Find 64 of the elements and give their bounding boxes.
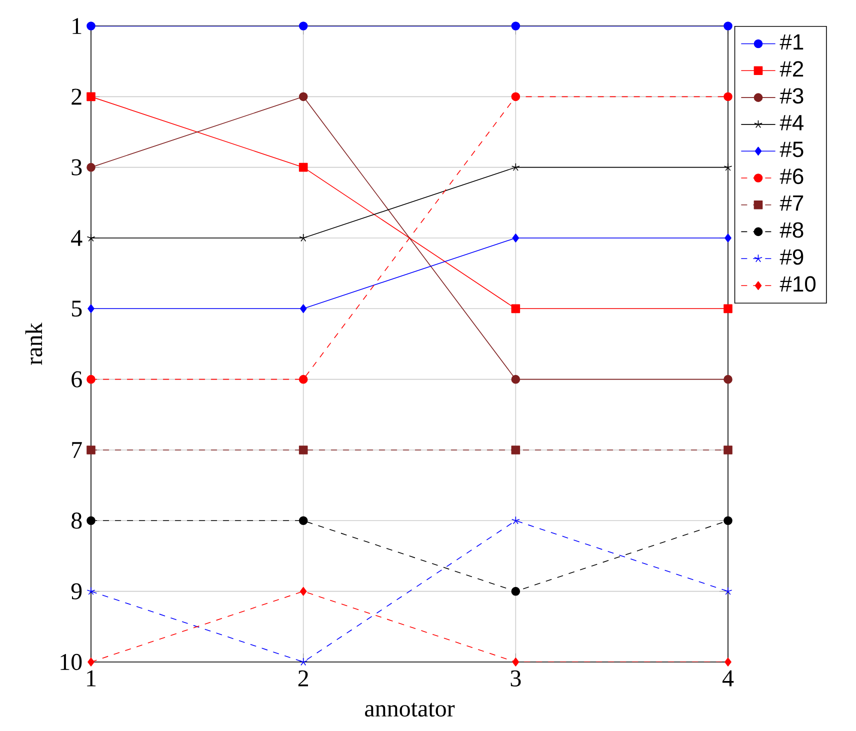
- point: [88, 658, 94, 666]
- x-tick-label: 3: [510, 670, 521, 687]
- x-tick-label: 1: [87, 670, 96, 686]
- point: [299, 658, 308, 666]
- point: [724, 92, 732, 102]
- x-tick-label: 2: [298, 670, 308, 686]
- point: [511, 586, 520, 596]
- point: [86, 446, 96, 454]
- legend-label: #2: [780, 61, 804, 76]
- point: [512, 658, 520, 666]
- y-tick-label: 4: [71, 230, 82, 246]
- legend-label: #6: [780, 168, 804, 184]
- legend-label: #5: [780, 142, 804, 158]
- y-tick-label: 1: [72, 18, 82, 34]
- legend-label: #4: [780, 115, 804, 130]
- point: [724, 586, 732, 595]
- y-tick-label: 2: [72, 88, 82, 105]
- y-axis-title: rank: [25, 322, 42, 365]
- point: [724, 304, 732, 314]
- point: [724, 446, 732, 454]
- point: [88, 304, 94, 314]
- point: [298, 92, 308, 102]
- legend-label: #8: [780, 222, 804, 238]
- x-axis-title: annotator: [365, 702, 455, 717]
- point: [511, 374, 520, 384]
- point: [86, 374, 96, 384]
- point: [299, 234, 308, 242]
- legend-label: #1: [780, 34, 804, 50]
- point: [298, 162, 308, 172]
- legend-label: #10: [780, 276, 816, 292]
- y-tick-label: 6: [72, 371, 82, 388]
- y-tick-label: 10: [60, 654, 82, 670]
- point: [511, 304, 520, 314]
- point: [511, 22, 520, 30]
- point: [86, 92, 96, 102]
- y-tick-label: 5: [72, 300, 82, 317]
- point: [86, 162, 96, 172]
- x-tick-label: 4: [722, 670, 734, 686]
- point: [724, 516, 732, 526]
- point: [511, 516, 520, 524]
- point: [86, 22, 96, 30]
- legend-label: #7: [780, 196, 804, 211]
- point: [298, 516, 308, 526]
- point: [86, 586, 96, 595]
- point: [511, 446, 520, 454]
- point: [298, 22, 308, 30]
- point: [724, 22, 732, 30]
- y-tick-label: 8: [72, 512, 82, 529]
- point: [512, 234, 520, 242]
- point: [300, 304, 307, 314]
- point: [298, 374, 308, 384]
- point: [724, 374, 732, 384]
- point: [300, 586, 307, 596]
- legend-label: #3: [780, 88, 804, 104]
- point: [86, 516, 96, 526]
- point: [511, 162, 520, 171]
- y-tick-label: 7: [72, 442, 82, 458]
- point: [724, 234, 732, 242]
- point: [724, 658, 732, 666]
- y-tick-label: 9: [71, 583, 82, 600]
- point: [298, 446, 308, 454]
- point: [511, 92, 520, 102]
- legend-label: #9: [780, 249, 804, 265]
- y-tick-label: 3: [72, 159, 82, 176]
